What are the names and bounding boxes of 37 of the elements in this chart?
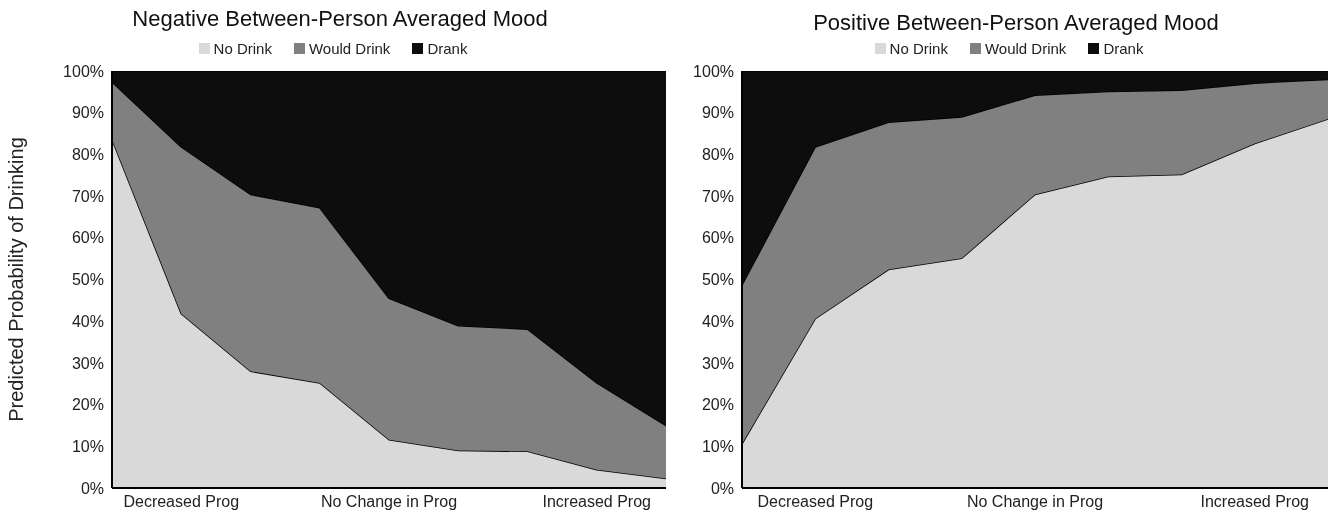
y-tick-label: 30% <box>701 354 734 372</box>
x-tick-label: Increased Prog <box>1200 493 1310 511</box>
x-tick-label: Decreased Prog <box>123 493 240 511</box>
y-tick-label: 80% <box>701 146 734 164</box>
y-tick-label: 100% <box>63 62 104 80</box>
legend-label: Drank <box>1102 40 1144 57</box>
legend-label: No Drink <box>888 40 948 57</box>
y-tick-label: 0% <box>80 479 104 497</box>
y-tick-label: 10% <box>701 437 734 455</box>
legend-label: Would Drink <box>983 40 1067 57</box>
y-tick-label: 50% <box>71 271 104 289</box>
y-tick-label: 0% <box>710 479 734 497</box>
y-tick-label: 90% <box>71 104 104 122</box>
legend-label: No Drink <box>212 40 272 57</box>
y-tick-label: 10% <box>71 437 104 455</box>
y-tick-label: 20% <box>701 396 734 414</box>
y-tick-label: 90% <box>701 104 734 122</box>
y-tick-label: 70% <box>71 187 104 205</box>
y-tick-label: 20% <box>71 396 104 414</box>
legend-label: Drank <box>426 40 468 57</box>
x-tick-label: No Change in Prog <box>320 493 458 511</box>
y-tick-label: 60% <box>71 229 104 247</box>
y-tick-label: 80% <box>71 146 104 164</box>
chart-title: Negative Between-Person Averaged Mood <box>131 6 549 32</box>
y-tick-label: 70% <box>701 187 734 205</box>
x-tick-label: Decreased Prog <box>757 493 874 511</box>
x-tick-label: Increased Prog <box>542 493 652 511</box>
x-tick-label: No Change in Prog <box>966 493 1104 511</box>
y-tick-label: 40% <box>71 312 104 330</box>
y-tick-label: 60% <box>701 229 734 247</box>
y-axis-title: Predicted Probability of Drinking <box>5 137 28 422</box>
chart-title: Positive Between-Person Averaged Mood <box>812 10 1220 36</box>
y-tick-label: 50% <box>701 271 734 289</box>
y-tick-label: 100% <box>693 62 734 80</box>
y-tick-label: 40% <box>701 312 734 330</box>
y-tick-label: 30% <box>71 354 104 372</box>
legend-label: Would Drink <box>307 40 391 57</box>
